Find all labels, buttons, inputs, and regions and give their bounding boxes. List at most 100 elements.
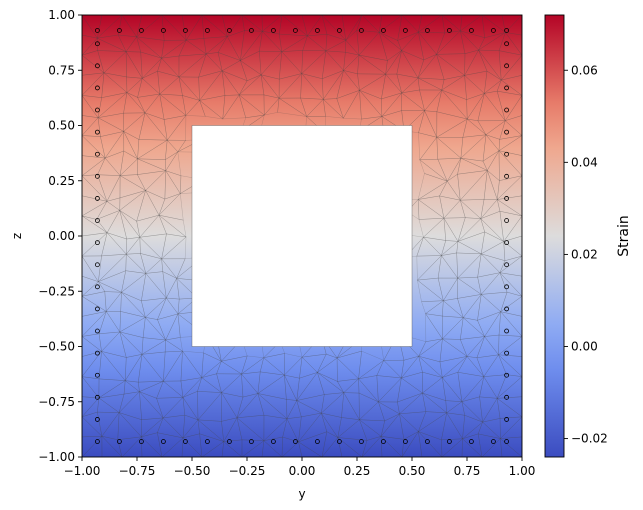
mesh-triangle [97, 15, 123, 39]
x-tick-label: 0.50 [399, 464, 426, 478]
fiber-marker [504, 196, 510, 201]
colorbar-frame [544, 14, 565, 458]
fiber-marker [204, 28, 210, 33]
fiber-marker [95, 63, 100, 69]
fiber-marker [182, 439, 188, 444]
fiber-marker [402, 439, 408, 444]
colorbar: −0.02 0.00 0.02 0.04 0.06 Strain [544, 14, 632, 458]
fiber-marker [138, 28, 144, 33]
fiber-marker [504, 129, 510, 135]
triangle-mesh [82, 15, 522, 457]
fiber-marker [314, 439, 320, 444]
fiber-marker [95, 85, 100, 91]
colorbar-tick-label: 0.02 [571, 247, 598, 261]
fiber-marker [358, 439, 364, 444]
fiber-marker [336, 28, 342, 33]
fiber-marker [117, 28, 122, 33]
mesh-triangle [284, 353, 303, 376]
fiber-marker [446, 28, 452, 33]
fiber-marker [446, 439, 452, 444]
fiber-marker [270, 439, 276, 444]
mesh-triangle [418, 15, 443, 33]
fiber-marker [504, 417, 510, 422]
mesh-triangle [460, 15, 483, 32]
mesh-triangle [341, 15, 363, 41]
fiber-marker [468, 439, 474, 444]
fiber-marker [358, 28, 364, 33]
fiber-marker [95, 28, 100, 33]
x-tick-label: 0.00 [289, 464, 316, 478]
fiber-marker [380, 439, 386, 444]
x-tick-label: −0.50 [174, 464, 211, 478]
fiber-marker [380, 28, 386, 33]
y-tick-label: 0.25 [48, 174, 75, 188]
fiber-marker [490, 439, 496, 444]
fiber-marker [95, 218, 100, 223]
fiber-marker [160, 28, 166, 33]
fiber-marker [95, 284, 100, 290]
x-tick-label: −1.00 [64, 464, 101, 478]
fiber-marker [270, 28, 276, 33]
fiber-marker [504, 439, 510, 444]
fiber-marker [95, 151, 100, 157]
fiber-marker [504, 306, 510, 312]
fiber-marker [504, 107, 510, 113]
fiber-marker [95, 173, 100, 179]
fiber-marker [504, 262, 510, 268]
fiber-marker [402, 28, 408, 33]
y-tick-label: 0.75 [48, 63, 75, 77]
fiber-marker [248, 439, 254, 444]
mesh-triangle [301, 15, 323, 37]
fiber-marker [95, 372, 100, 378]
fiber-marker [504, 85, 510, 91]
fiber-marker [226, 28, 232, 33]
fiber-marker [95, 350, 100, 356]
fiber-marker [95, 196, 100, 201]
x-tick-label: −0.25 [229, 464, 266, 478]
y-tick-label: 1.00 [48, 8, 75, 22]
colorbar-tick-label: −0.02 [571, 432, 608, 446]
fiber-marker [95, 107, 100, 113]
fiber-marker [95, 417, 100, 422]
colorbar-ticks: −0.02 0.00 0.02 0.04 0.06 [564, 63, 608, 446]
plot-area [81, 14, 523, 458]
mesh-triangle [379, 15, 403, 33]
y-tick-label: −1.00 [38, 450, 75, 464]
colorbar-tick-label: 0.04 [571, 155, 598, 169]
fiber-marker [95, 328, 100, 334]
y-tick-label: −0.50 [38, 340, 75, 354]
y-axis-label: z [10, 233, 24, 239]
y-axis-ticks: −1.00 −0.75 −0.50 −0.25 0.00 0.25 0.50 0.75 1.00 [38, 8, 82, 464]
x-tick-label: 1.00 [509, 464, 536, 478]
fiber-marker [504, 41, 510, 47]
fiber-marker [95, 41, 100, 47]
colorbar-gradient [545, 15, 564, 457]
fiber-marker [336, 439, 342, 444]
fiber-marker [248, 28, 254, 33]
fiber-marker [117, 439, 122, 444]
fiber-marker [504, 394, 510, 400]
fiber-marker [95, 306, 100, 312]
colorbar-label: Strain [616, 215, 632, 256]
mesh-triangle [241, 355, 265, 375]
colorbar-tick-label: 0.06 [571, 63, 598, 77]
hollow-region [191, 125, 413, 347]
fiber-marker [424, 28, 430, 33]
fiber-marker [504, 173, 510, 179]
x-axis-label: y [298, 487, 305, 501]
fiber-marker [504, 240, 510, 246]
fiber-marker [504, 350, 510, 356]
x-tick-label: −0.75 [119, 464, 156, 478]
y-tick-label: 0.00 [48, 229, 75, 243]
fiber-marker [160, 439, 166, 444]
fiber-marker [292, 439, 298, 444]
fiber-marker [95, 439, 100, 444]
mesh-triangle [181, 15, 203, 41]
fiber-marker [314, 28, 320, 33]
fiber-marker [226, 439, 232, 444]
fiber-marker [204, 439, 210, 444]
fiber-marker [95, 129, 100, 135]
fiber-marker [95, 394, 100, 400]
fiber-markers [95, 28, 510, 444]
